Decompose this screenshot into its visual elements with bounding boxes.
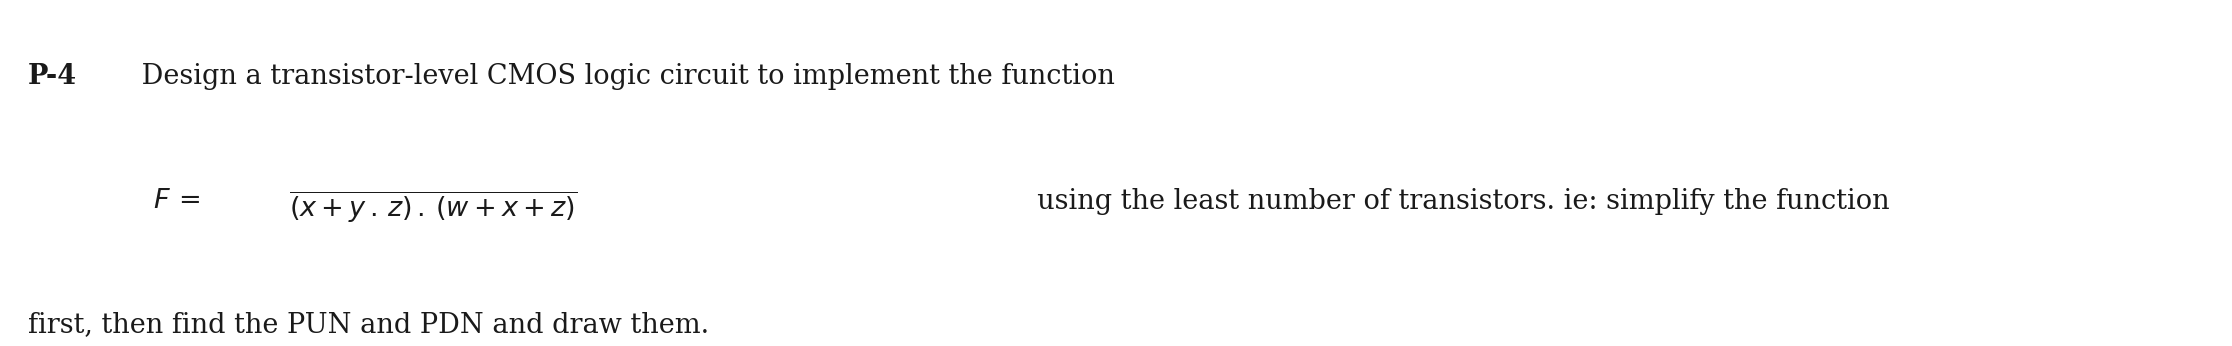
Text: Design a transistor-level CMOS logic circuit to implement the function: Design a transistor-level CMOS logic cir…: [134, 63, 1114, 90]
Text: $F\, =\, $: $F\, =\, $: [154, 189, 201, 215]
Text: first, then find the PUN and PDN and draw them.: first, then find the PUN and PDN and dra…: [29, 311, 710, 338]
Text: using the least number of transistors. ie: simplify the function: using the least number of transistors. i…: [1020, 189, 1891, 216]
Text: $\overline{(x + y\,.\,z)\,.\,(w + x + z)}$: $\overline{(x + y\,.\,z)\,.\,(w + x + z)…: [288, 189, 578, 225]
Text: P-4: P-4: [29, 63, 78, 90]
